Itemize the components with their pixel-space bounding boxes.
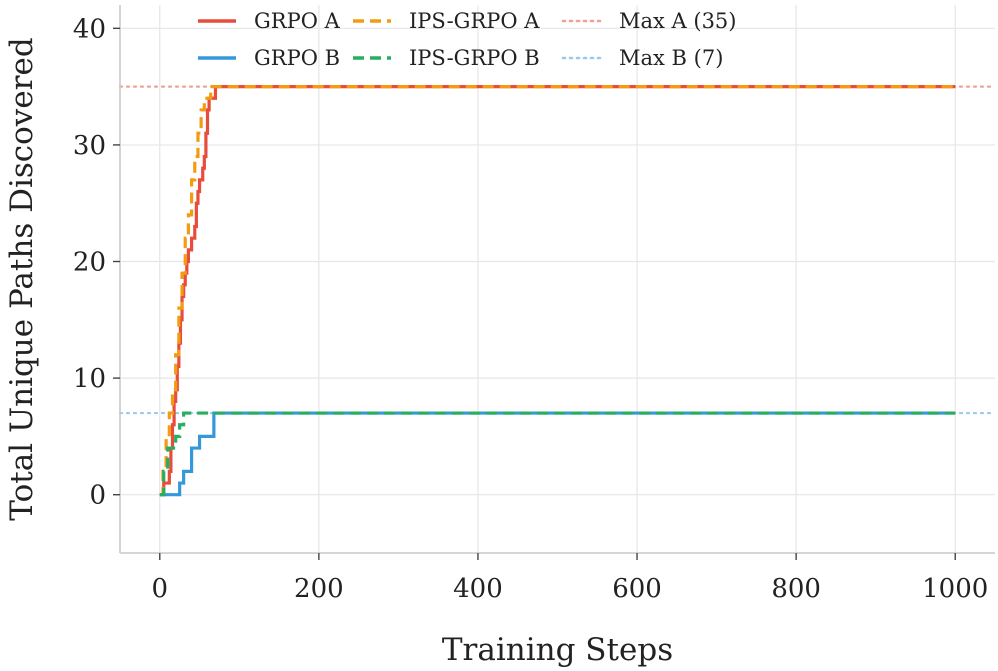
x-tick-label: 400 xyxy=(453,574,503,604)
x-tick-label: 200 xyxy=(294,574,344,604)
y-tick-label: 20 xyxy=(73,248,106,278)
legend-item-ips-grpo-b: IPS-GRPO B xyxy=(353,46,540,70)
legend-item-grpo-b: GRPO B xyxy=(198,46,340,70)
legend-label: GRPO B xyxy=(254,46,340,70)
series-line-grpo-b xyxy=(159,411,956,497)
y-tick-label: 10 xyxy=(73,364,106,394)
y-tick-label: 40 xyxy=(73,14,106,44)
legend-label: Max B (7) xyxy=(619,46,723,70)
legend-item-max-a-35: Max A (35) xyxy=(561,9,737,33)
x-tick-label: 800 xyxy=(771,574,821,604)
series-layer xyxy=(118,85,997,497)
legend: GRPO A GRPO B IPS-GRPO A IPS-GRPO B Max A (3… xyxy=(198,9,737,70)
legend-label: IPS-GRPO B xyxy=(409,46,540,70)
legend-label: GRPO A xyxy=(254,9,341,33)
grid xyxy=(120,5,995,553)
legend-item-max-b-7: Max B (7) xyxy=(561,46,723,70)
series-line-grpo-a xyxy=(159,85,956,497)
y-tick-label: 30 xyxy=(73,131,106,161)
y-tick-label: 0 xyxy=(89,481,106,511)
series-line-ips-grpo-b xyxy=(159,411,956,497)
x-tick-label: 600 xyxy=(612,574,662,604)
x-axis-label: Training Steps xyxy=(442,632,673,668)
y-axis-label: Total Unique Paths Discovered xyxy=(4,37,40,520)
legend-item-grpo-a: GRPO A xyxy=(198,9,341,33)
legend-label: Max A (35) xyxy=(619,9,737,33)
axes xyxy=(119,5,995,554)
legend-label: IPS-GRPO A xyxy=(409,9,540,33)
x-tick-label: 1000 xyxy=(922,574,988,604)
legend-item-ips-grpo-a: IPS-GRPO A xyxy=(353,9,540,33)
x-tick-label: 0 xyxy=(151,574,168,604)
series-line-ips-grpo-a xyxy=(159,85,956,497)
ticks: 0 200 400 600 800 1000 0 10 20 30 40 xyxy=(73,14,988,604)
